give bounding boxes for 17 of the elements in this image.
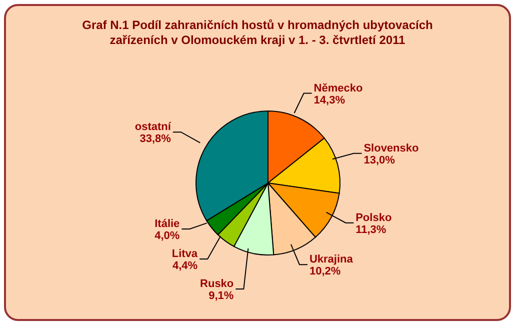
data-label: 10,2% [309, 266, 341, 278]
slice-label: Polsko [356, 212, 392, 224]
data-label: 13,0% [364, 154, 396, 166]
slice-label: Slovensko [364, 142, 420, 154]
data-label: 9,1% [208, 290, 234, 302]
slice-label: ostatní [134, 121, 172, 134]
slice-label: Litva [172, 248, 198, 260]
slice-label: Rusko [200, 278, 234, 290]
slice-label: Ukrajina [309, 254, 354, 266]
data-label: 14,3% [314, 94, 346, 106]
slice-label: Německo [314, 82, 363, 94]
data-label: 4,4% [172, 260, 198, 272]
slice-label: Itálie [154, 218, 180, 230]
data-label: 11,3% [356, 224, 386, 236]
data-label: 4,0% [154, 230, 180, 242]
data-label: 33,8% [140, 133, 172, 146]
chart-title: Graf N.1 Podíl zahraničních hostů v hromadných ubytovacích zařízeních v Olomouckém kraji v 1. - 3. čtvrtletí 2011 [81, 18, 434, 48]
